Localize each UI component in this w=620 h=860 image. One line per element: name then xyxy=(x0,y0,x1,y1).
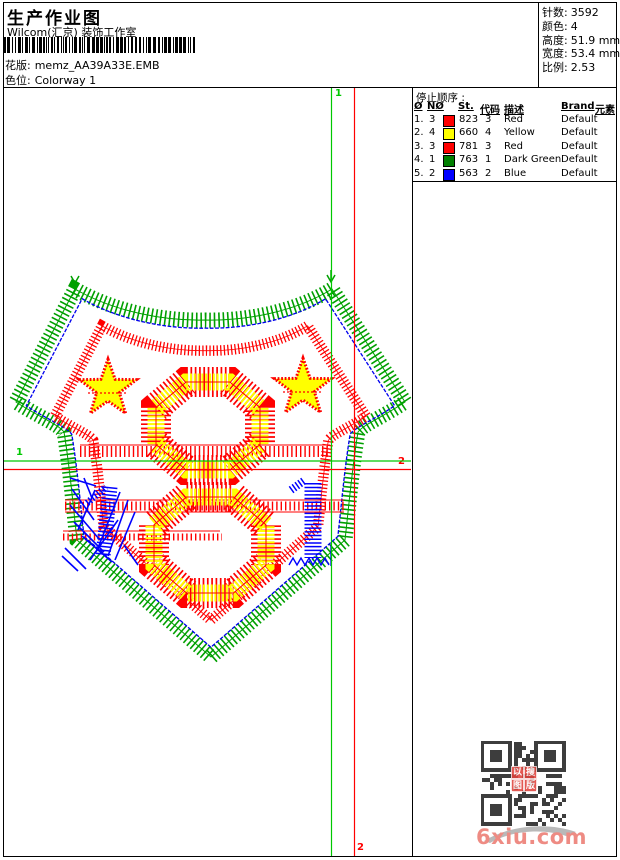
cell-brand: Default xyxy=(561,127,598,139)
cell-code: 3 xyxy=(485,114,492,125)
cell-needle: 3 xyxy=(429,114,436,125)
pattern-label: 花版: xyxy=(5,59,31,72)
cell-stitches: 563 xyxy=(459,167,479,179)
col-st: St. xyxy=(458,101,474,112)
col-needle: NØ xyxy=(427,101,444,112)
guide-horizontal-end-label: 2 xyxy=(398,456,405,467)
header-divider-line xyxy=(3,87,617,88)
cell-description: Red xyxy=(504,140,523,152)
cell-number: 4. xyxy=(414,154,424,166)
cell-number: 3. xyxy=(414,140,424,152)
cell-brand: Default xyxy=(561,154,598,166)
pattern-value: memz_AA39A33E.EMB xyxy=(34,59,160,72)
cell-code: 1 xyxy=(485,154,492,166)
color-swatch xyxy=(443,141,455,154)
table-row: 1. 3 823 3 Red Default xyxy=(413,114,617,127)
studio-name: Wilcom(汇京) 装饰工作室 xyxy=(7,26,137,39)
color-swatch xyxy=(443,128,455,141)
colorway-label: 色位: xyxy=(5,74,31,87)
watermark-stamp: 以 搜 图 版 xyxy=(511,766,537,792)
cell-needle: 3 xyxy=(429,140,436,152)
cell-description: Yellow xyxy=(504,127,535,139)
colorway-value: Colorway 1 xyxy=(34,74,97,87)
color-swatch xyxy=(443,115,455,127)
cell-brand: Default xyxy=(561,140,598,152)
cell-code: 2 xyxy=(485,167,492,179)
cell-number: 5. xyxy=(414,167,424,179)
stop-sequence-title: 停止顺序 : xyxy=(416,92,465,104)
page-title: 生产作业图 xyxy=(7,9,102,29)
guide-vertical-start-label: 1 xyxy=(335,88,342,99)
cell-brand: Default xyxy=(561,167,598,179)
stat-stitches: 针数: 3592 xyxy=(542,6,599,19)
table-row: 2. 4 660 4 Yellow Default xyxy=(413,127,617,141)
cell-number: 1. xyxy=(414,114,424,125)
table-row: 5. 2 563 2 Blue Default xyxy=(413,168,617,181)
col-element: 元素 xyxy=(595,105,615,116)
cell-number: 2. xyxy=(414,127,424,139)
stat-width: 宽度: 53.4 mm xyxy=(542,47,620,60)
col-brand: Brand xyxy=(561,101,595,112)
pattern-field: 花版: memz_AA39A33E.EMB xyxy=(5,57,160,73)
cell-description: Red xyxy=(504,114,523,125)
stop-sequence-header: Ø NØ St. 代码 描述 Brand 元素 xyxy=(413,101,617,116)
cell-code: 3 xyxy=(485,140,492,152)
cell-brand: Default xyxy=(561,114,598,125)
cell-description: Dark Green xyxy=(504,154,562,166)
stat-height: 高度: 51.9 mm xyxy=(542,34,620,47)
table-row: 4. 1 763 1 Dark Green Default xyxy=(413,154,617,168)
cell-stitches: 660 xyxy=(459,127,479,139)
table-bottom-line xyxy=(412,181,617,182)
page-border xyxy=(3,2,617,857)
col-hash: Ø xyxy=(414,101,423,112)
guide-horizontal-start-label: 1 xyxy=(16,447,23,458)
colorway-field: 色位: Colorway 1 xyxy=(5,72,96,88)
cell-stitches: 781 xyxy=(459,140,479,152)
color-swatch xyxy=(443,155,455,168)
cell-code: 4 xyxy=(485,127,492,139)
cell-stitches: 823 xyxy=(459,114,479,125)
col-desc: 描述 xyxy=(504,105,524,116)
cell-stitches: 763 xyxy=(459,154,479,166)
stats-divider-line xyxy=(538,2,539,87)
cell-needle: 1 xyxy=(429,154,436,166)
stat-colors: 颜色: 4 xyxy=(542,20,578,33)
cell-description: Blue xyxy=(504,167,527,179)
table-row: 3. 3 781 3 Red Default xyxy=(413,141,617,154)
col-code: 代码 xyxy=(480,105,500,116)
stat-scale: 比例: 2.53 xyxy=(542,61,596,74)
cell-needle: 4 xyxy=(429,127,436,139)
cell-needle: 2 xyxy=(429,167,436,179)
color-swatch xyxy=(443,168,455,181)
right-column-divider-line xyxy=(412,88,413,856)
site-watermark: 6xiu.com xyxy=(476,825,588,849)
guide-vertical-end-label: 2 xyxy=(357,842,364,853)
